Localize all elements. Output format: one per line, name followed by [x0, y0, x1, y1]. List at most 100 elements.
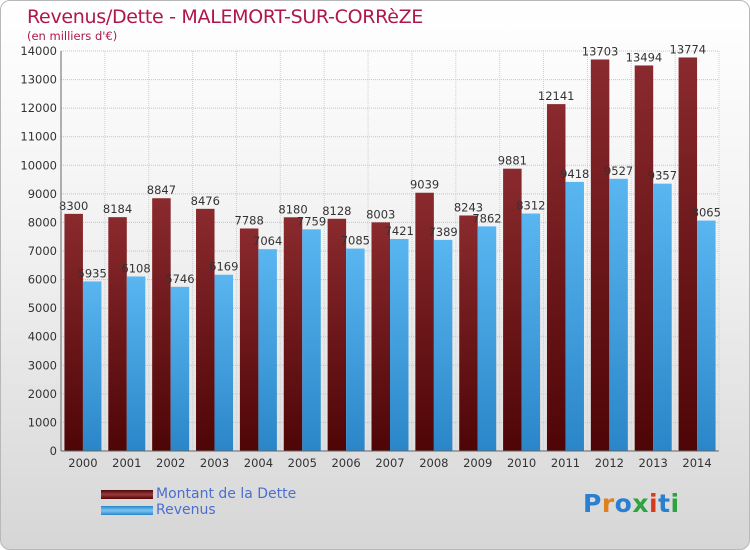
- y-tick-label: 7000: [28, 244, 57, 258]
- bar-revenus: [565, 181, 584, 451]
- x-tick-label: 2014: [682, 456, 711, 470]
- data-label-revenus: 8065: [692, 206, 721, 220]
- bar-dette: [459, 215, 478, 451]
- bar-dette: [108, 217, 127, 451]
- data-label-dette: 7788: [235, 213, 264, 227]
- y-tick-label: 1000: [28, 415, 57, 429]
- bars-layer: [64, 57, 716, 452]
- bar-dette: [678, 57, 698, 451]
- x-tick-label: 2012: [595, 456, 624, 470]
- y-tick-label: 8000: [28, 215, 57, 229]
- logo-letter: i: [670, 489, 680, 518]
- logo-letter: t: [658, 489, 671, 518]
- bar-dette: [590, 59, 610, 451]
- data-label-dette: 13494: [626, 50, 663, 64]
- data-label-dette: 8184: [103, 202, 132, 216]
- y-tick-label: 0: [50, 444, 57, 458]
- bar-dette: [546, 104, 566, 451]
- y-tick-label: 10000: [20, 158, 57, 172]
- y-tick-label: 11000: [20, 130, 57, 144]
- y-tick-label: 6000: [28, 273, 57, 287]
- bar-dette: [327, 218, 347, 451]
- data-label-revenus: 6108: [121, 261, 150, 275]
- y-tick-label: 2000: [28, 387, 57, 401]
- x-tick-label: 2010: [507, 456, 536, 470]
- bar-dette: [283, 217, 303, 451]
- bar-dette: [503, 168, 522, 451]
- x-tick-label: 2007: [375, 456, 404, 470]
- data-label-revenus: 7759: [297, 214, 326, 228]
- logo-letter: r: [601, 489, 615, 518]
- bar-revenus: [302, 229, 321, 451]
- data-label-dette: 8300: [59, 199, 88, 213]
- data-label-revenus: 7085: [341, 234, 370, 248]
- data-label-revenus: 7389: [428, 225, 457, 239]
- data-label-dette: 8128: [322, 204, 351, 218]
- x-tick-label: 2001: [112, 456, 141, 470]
- legend-label-dette: Montant de la Dette: [156, 486, 297, 502]
- y-tick-label: 13000: [20, 73, 57, 87]
- data-label-revenus: 6169: [209, 260, 238, 274]
- y-tick-label: 5000: [28, 301, 57, 315]
- proxiti-logo: Proxiti: [583, 489, 680, 518]
- data-label-dette: 8180: [278, 202, 307, 216]
- legend-swatch-revenus: [101, 506, 153, 515]
- data-label-dette: 9881: [498, 154, 527, 168]
- data-label-dette: 9039: [410, 178, 439, 192]
- bar-dette: [152, 198, 171, 451]
- bar-revenus: [346, 248, 365, 451]
- x-tick-label: 2011: [551, 456, 580, 470]
- chart-title: Revenus/Dette - MALEMORT-SUR-CORRèZE: [27, 6, 424, 28]
- x-tick-label: 2013: [639, 456, 668, 470]
- data-label-revenus: 9527: [604, 164, 633, 178]
- bar-revenus: [477, 226, 497, 451]
- data-label-revenus: 7064: [253, 234, 282, 248]
- data-label-dette: 8003: [366, 207, 395, 221]
- data-label-dette: 13703: [582, 44, 619, 58]
- bar-revenus: [609, 178, 628, 452]
- bar-dette: [239, 228, 259, 451]
- logo-letter: o: [614, 489, 633, 518]
- x-tick-label: 2000: [68, 456, 97, 470]
- data-label-dette: 13774: [670, 42, 707, 56]
- logo-letter: x: [632, 489, 649, 518]
- data-label-revenus: 7862: [472, 211, 501, 225]
- data-label-dette: 8847: [147, 183, 176, 197]
- bar-dette: [634, 65, 654, 451]
- data-label-dette: 8243: [454, 200, 483, 214]
- bar-revenus: [258, 249, 277, 451]
- bar-revenus: [390, 238, 409, 451]
- data-label-dette: 12141: [538, 89, 575, 103]
- chart-subtitle: (en milliers d'€): [27, 29, 118, 43]
- labels-layer: 8300 5935 8184 6108 8847 5746 8476 6169 7788 7064…: [59, 42, 721, 285]
- bar-revenus: [697, 220, 716, 451]
- bar-dette: [196, 208, 215, 451]
- y-tick-label: 3000: [28, 358, 57, 372]
- data-label-revenus: 9357: [648, 169, 677, 183]
- bar-revenus: [170, 286, 190, 451]
- x-tick-label: 2003: [200, 456, 229, 470]
- bar-revenus: [521, 213, 541, 451]
- bar-dette: [64, 213, 83, 451]
- bar-revenus: [653, 183, 672, 451]
- x-tick-label: 2002: [156, 456, 185, 470]
- x-tick-label: 2008: [419, 456, 448, 470]
- bar-revenus: [82, 281, 102, 451]
- y-tick-label: 9000: [28, 187, 57, 201]
- bar-revenus: [214, 274, 234, 451]
- data-label-revenus: 9418: [560, 167, 589, 181]
- y-tick-label: 12000: [20, 101, 57, 115]
- data-label-revenus: 8312: [516, 199, 545, 213]
- data-label-revenus: 7421: [385, 224, 414, 238]
- bar-revenus: [126, 276, 146, 451]
- logo-letter: i: [649, 489, 659, 518]
- bar-dette: [371, 222, 390, 451]
- x-tick-label: 2006: [331, 456, 360, 470]
- logo-letter: P: [583, 489, 602, 518]
- x-tick-label: 2004: [244, 456, 273, 470]
- data-label-revenus: 5935: [78, 266, 107, 280]
- y-tick-label: 14000: [20, 44, 57, 58]
- legend-swatch-dette: [101, 490, 153, 499]
